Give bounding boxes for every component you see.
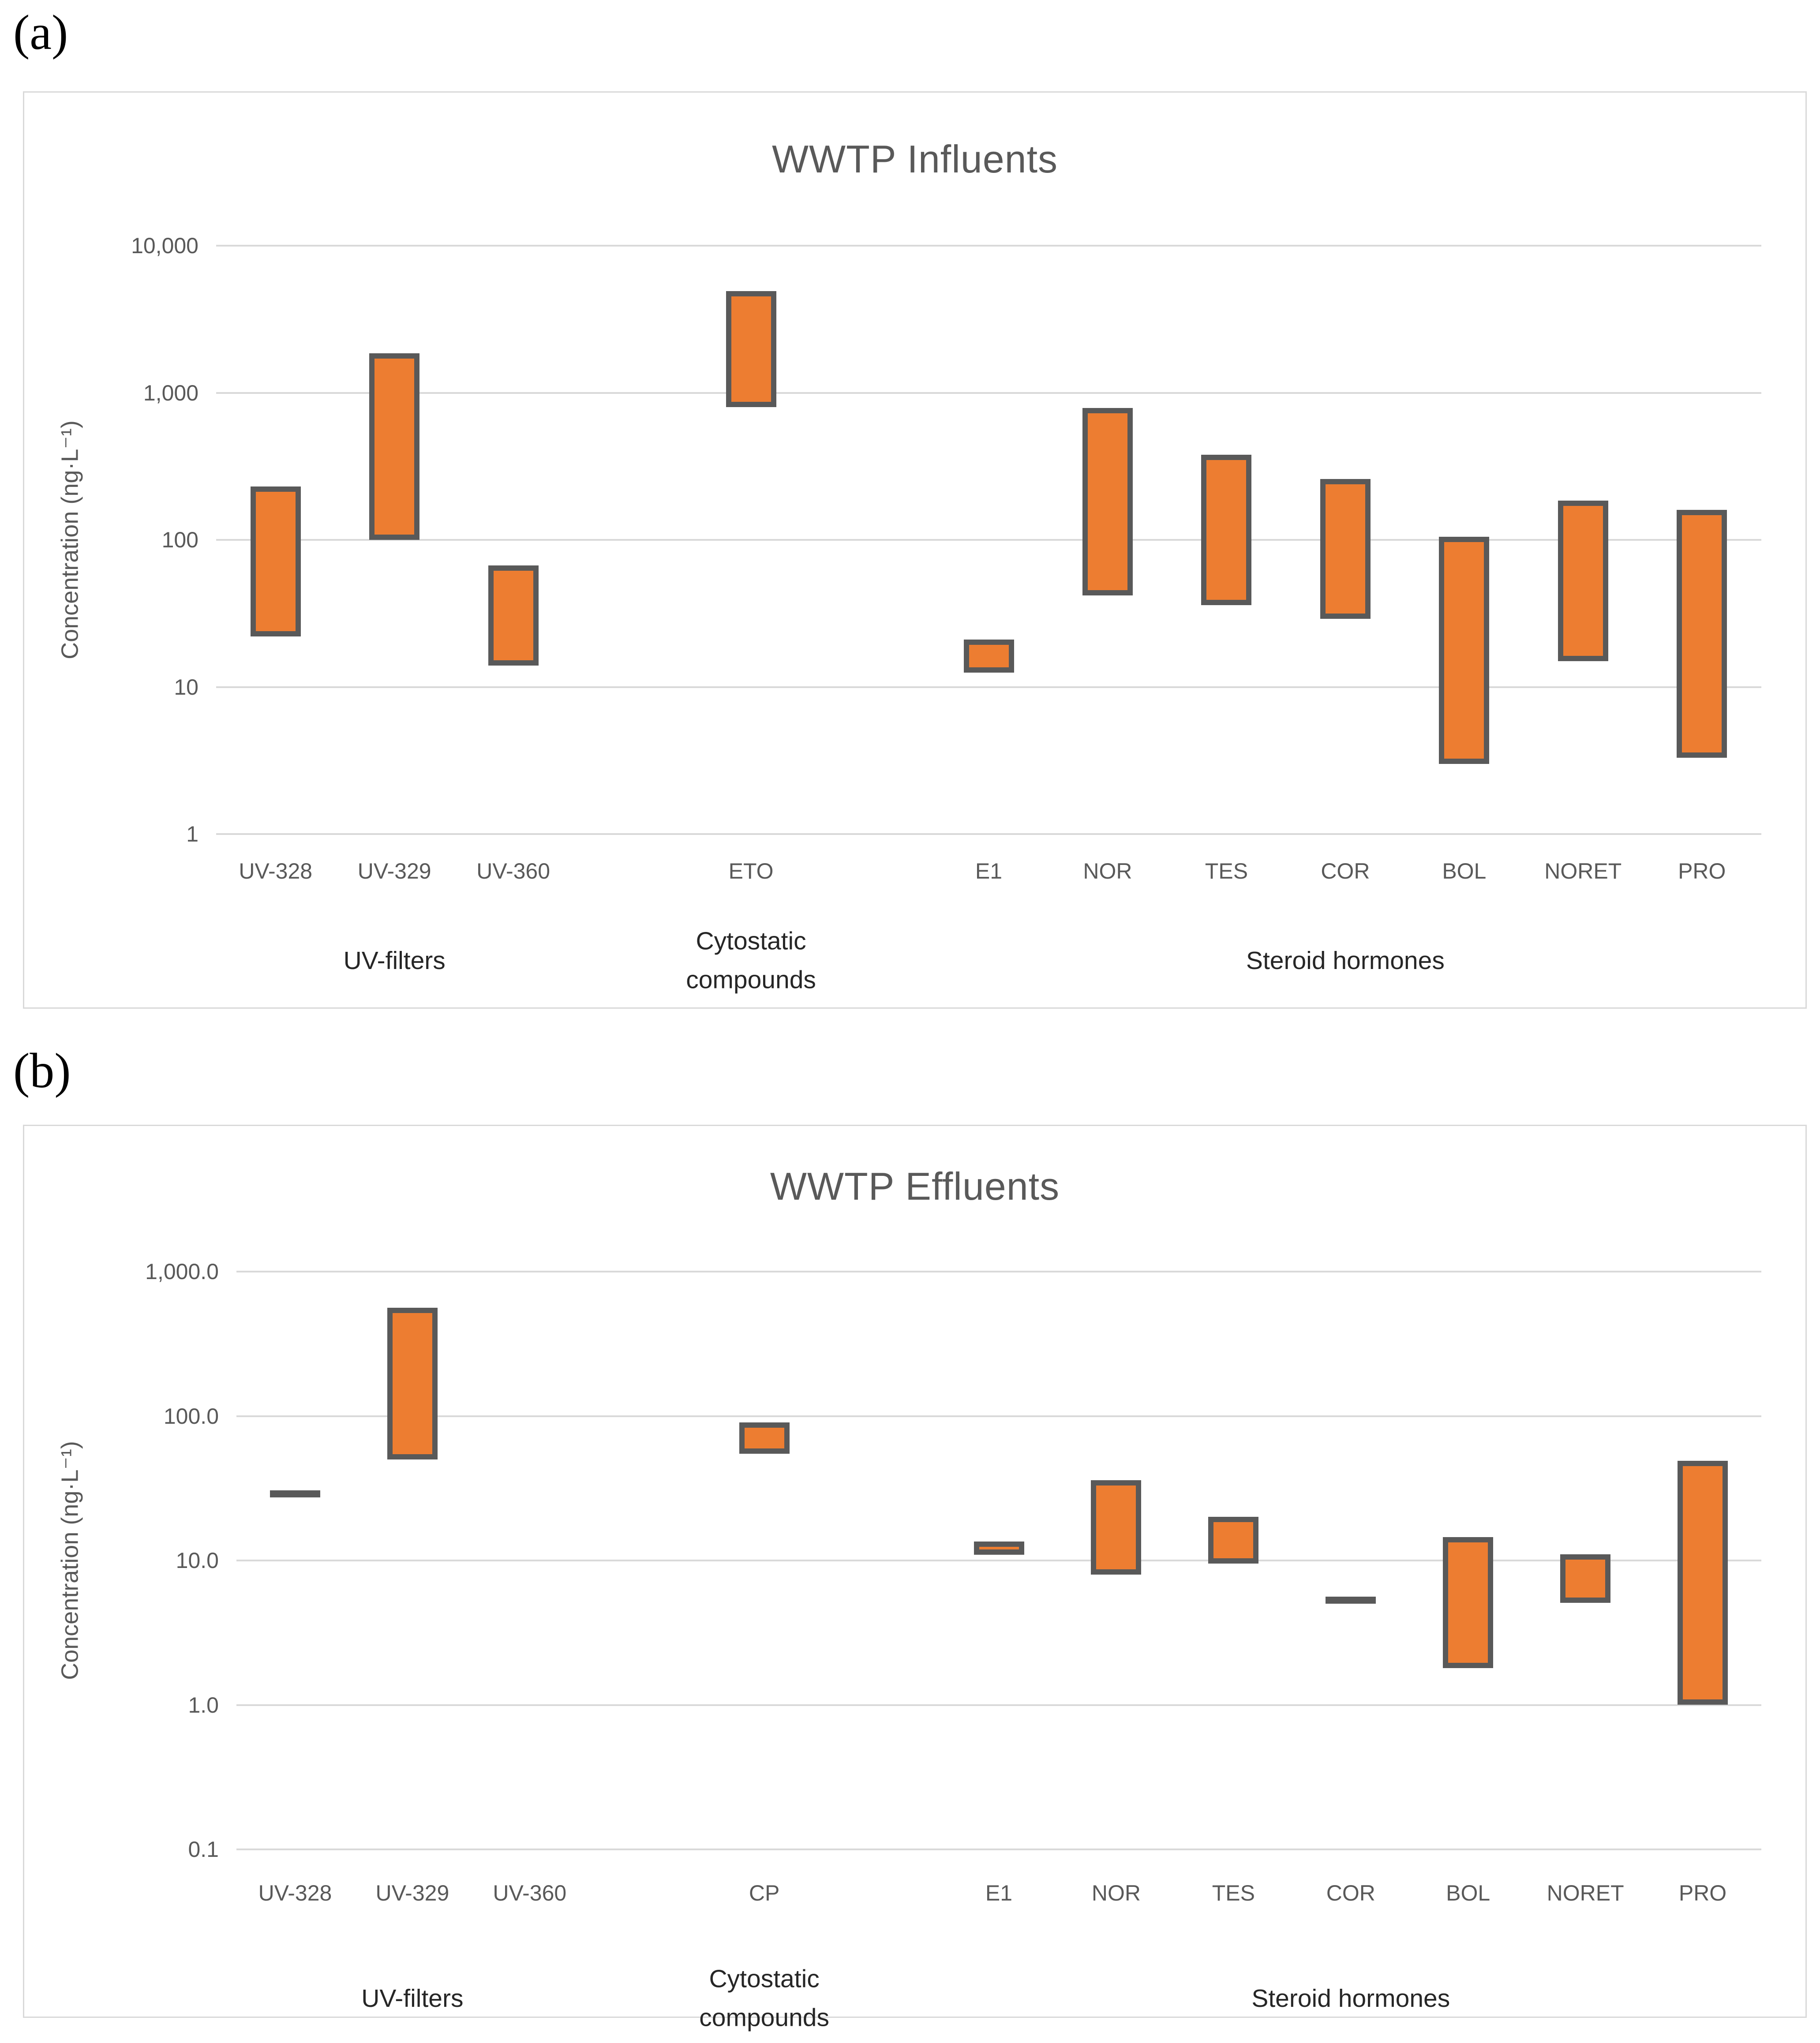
gridline-1 [216,833,1761,835]
y-axis-tick-label: 10.0 [176,1548,219,1573]
group-label-uv-filters: UV-filters [361,1984,464,2013]
y-axis-tick-label: 10,000 [131,233,198,258]
category-label-nor: NOR [1083,859,1132,883]
range-bar-nor [1082,408,1133,595]
y-axis-tick-label: 1 [186,822,198,846]
category-label-pro: PRO [1678,859,1726,883]
category-label-bol: BOL [1442,859,1487,883]
gridline-100 [216,539,1761,541]
category-label-e1: E1 [985,1881,1013,1905]
gridline-1000.0 [236,1271,1761,1272]
category-label-uv-360: UV-360 [476,859,550,883]
range-bar-uv-328 [250,486,301,637]
y-axis-tick-label: 1,000.0 [145,1259,219,1284]
category-label-eto: ETO [728,859,774,883]
range-bar-tes [1208,1517,1259,1564]
range-bar-tes [1201,454,1252,605]
category-label-cor: COR [1321,859,1370,883]
y-axis-tick-label: 10 [174,674,198,700]
range-bar-noret [1558,500,1608,661]
range-bar-nor [1091,1480,1142,1575]
range-bar-eto [726,291,776,407]
category-label-tes: TES [1205,859,1248,883]
category-label-noret: NORET [1547,1881,1624,1905]
group-label-uv-filters: UV-filters [343,946,446,975]
range-bar-bol [1443,1537,1494,1668]
range-bar-cor [1320,479,1371,619]
chart-title: WWTP Effluents [770,1164,1060,1208]
group-label-cytostatic-compounds: Cytostatic compounds [699,1964,829,2032]
y-axis-tick-label: 100 [161,528,198,552]
gridline-10 [216,686,1761,688]
range-bar-bol [1439,536,1490,764]
y-axis-title: Concentration (ng·L⁻¹) [56,1441,83,1680]
category-label-nor: NOR [1091,1881,1141,1905]
wwtp-effluents-chart: WWTP Effluents 1,000.0 100.0 10.0 1.0 0.1 Conc… [23,1125,1807,2032]
range-bar-pro [1678,1460,1728,1705]
gridline-100.0 [236,1415,1761,1417]
range-bar-noret [1560,1554,1611,1603]
group-label-steroid-hormones: Steroid hormones [1246,946,1445,975]
category-label-uv-328: UV-328 [258,1881,332,1905]
y-axis-title: Concentration (ng·L⁻¹) [56,420,83,659]
category-label-pro: PRO [1678,1881,1727,1905]
chart-title: WWTP Influents [771,137,1058,181]
gridline-1000 [216,392,1761,394]
range-bar-uv-329 [369,353,420,540]
gridline-0.1 [236,1848,1761,1850]
group-label-cytostatic-compounds: Cytostatic compounds [686,927,816,994]
wwtp-influents-chart: WWTP Influents 10,000 1,000 100 10 1 Concentra… [23,91,1807,1009]
range-bar-uv-360 [488,565,539,666]
panel-label-a: (a) [13,5,68,60]
range-bar-uv-329 [387,1308,438,1460]
category-label-uv-360: UV-360 [493,1881,567,1905]
category-label-uv-328: UV-328 [239,859,313,883]
y-axis-tick-label: 100.0 [163,1403,219,1429]
range-dash-uv-328 [270,1490,320,1497]
category-label-noret: NORET [1544,859,1622,883]
group-label-steroid-hormones: Steroid hormones [1251,1984,1450,2013]
gridline-10000 [216,245,1761,247]
y-axis-tick-label: 0.1 [188,1837,219,1862]
y-axis-tick-label: 1.0 [188,1692,219,1717]
category-label-cp: CP [749,1881,780,1905]
category-label-cor: COR [1326,1881,1375,1905]
range-bar-pro [1677,509,1727,758]
gridline-1.0 [236,1704,1761,1706]
category-label-uv-329: UV-329 [357,859,431,883]
gridline-10.0 [236,1560,1761,1561]
range-bar-cp [739,1422,790,1454]
range-dash-cor [1326,1597,1376,1604]
category-label-bol: BOL [1446,1881,1490,1905]
y-axis-tick-label: 1,000 [143,380,198,405]
panel-label-b: (b) [13,1044,71,1098]
range-bar-e1 [974,1542,1024,1555]
category-label-tes: TES [1212,1881,1255,1905]
category-label-uv-329: UV-329 [375,1881,449,1905]
category-label-e1: E1 [975,859,1003,883]
range-bar-e1 [963,640,1014,673]
